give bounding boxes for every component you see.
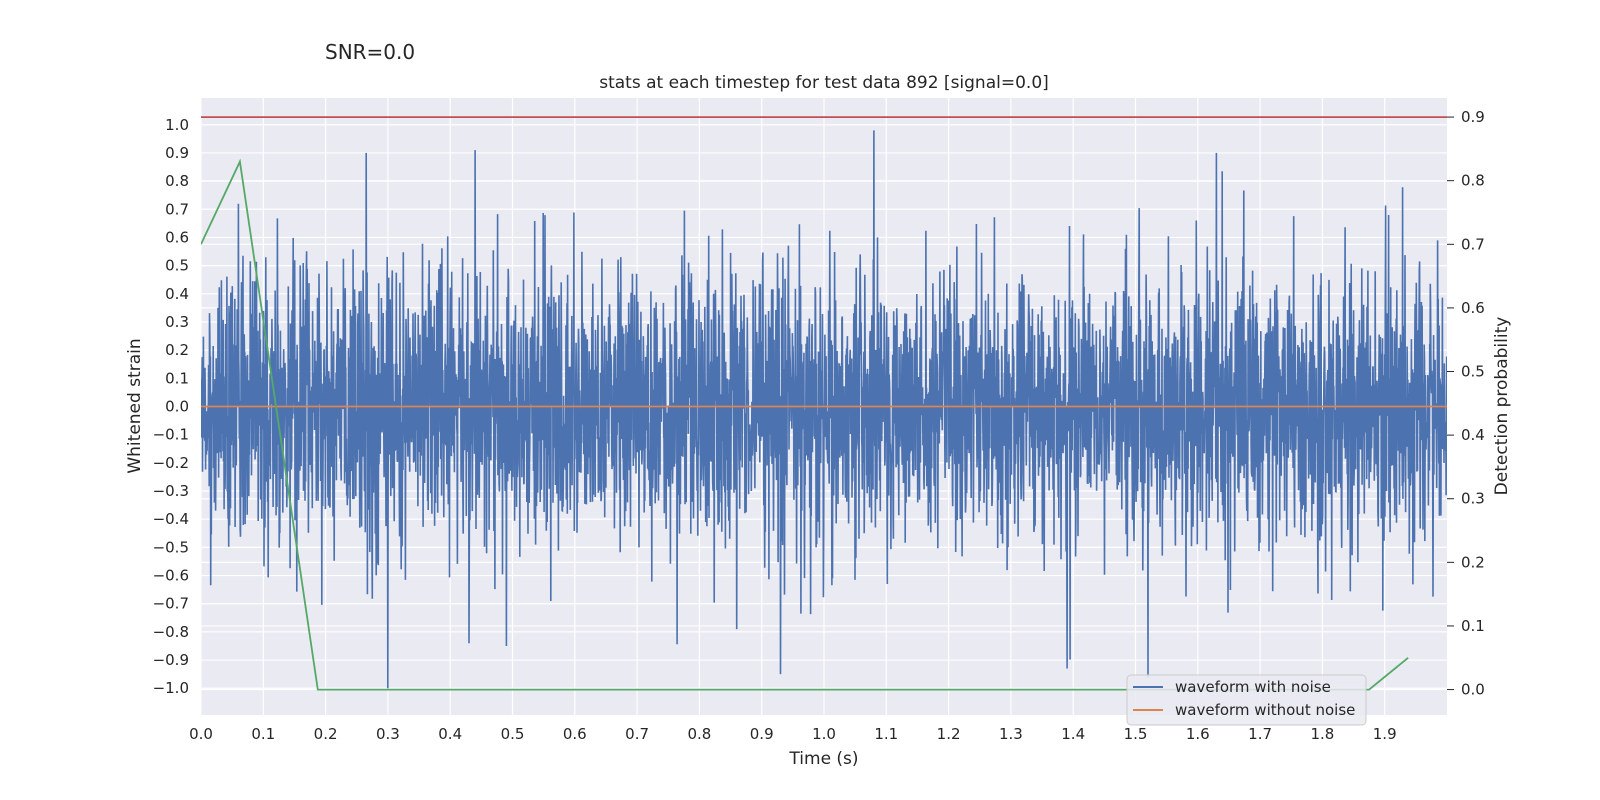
y2-axis-label: Detection probability	[1492, 317, 1512, 496]
x-tick-label: 0.1	[251, 725, 275, 743]
x-tick-label: 1.8	[1310, 725, 1334, 743]
y-tick-label: −0.4	[153, 510, 189, 528]
x-tick-label: 1.3	[999, 725, 1023, 743]
legend-label-noise: waveform with noise	[1175, 678, 1331, 696]
y-tick-label: −0.6	[153, 567, 189, 585]
x-tick-label: 0.5	[501, 725, 525, 743]
y-tick-label: 0.8	[165, 172, 189, 190]
y2-tick-label: 0.2	[1461, 553, 1485, 571]
y2-tick-label: 0.7	[1461, 235, 1485, 253]
x-tick-label: 0.7	[625, 725, 649, 743]
legend-box	[1126, 674, 1367, 726]
y-tick-label: −0.9	[153, 651, 189, 669]
y-tick-label: −0.5	[153, 538, 189, 556]
y-tick-label: 1.0	[165, 116, 189, 134]
y-tick-label: 0.3	[165, 313, 189, 331]
y2-tick-label: 0.9	[1461, 108, 1485, 126]
x-tick-label: 1.0	[812, 725, 836, 743]
x-tick-label: 0.9	[750, 725, 774, 743]
y-tick-label: 0.6	[165, 228, 189, 246]
y-tick-label: 0.9	[165, 144, 189, 162]
x-tick-label: 1.6	[1186, 725, 1210, 743]
x-tick-label: 0.0	[189, 725, 213, 743]
x-tick-label: 0.4	[438, 725, 462, 743]
x-tick-label: 0.6	[563, 725, 587, 743]
y-tick-label: −0.1	[153, 426, 189, 444]
x-tick-label: 1.5	[1124, 725, 1148, 743]
y2-tick-label: 0.6	[1461, 299, 1485, 317]
y2-tick-label: 0.1	[1461, 617, 1485, 635]
x-axis-label: Time (s)	[788, 749, 858, 769]
y-axis-label: Whitened strain	[125, 338, 145, 473]
x-tick-label: 1.7	[1248, 725, 1272, 743]
figure-suptitle: SNR=0.0	[325, 40, 416, 64]
chart-title: stats at each timestep for test data 892…	[599, 73, 1049, 93]
y2-tick-label: 0.3	[1461, 490, 1485, 508]
legend-label-clean: waveform without noise	[1175, 701, 1355, 719]
legend: waveform with noise waveform without noi…	[1126, 674, 1367, 726]
y-tick-label: 0.5	[165, 257, 189, 275]
y-tick-label: 0.0	[165, 398, 189, 416]
x-tick-label: 1.4	[1061, 725, 1085, 743]
x-tick-label: 0.2	[314, 725, 338, 743]
series-detection-probability	[201, 158, 1409, 691]
y-tick-label: 0.7	[165, 200, 189, 218]
y2-tick-label: 0.8	[1461, 172, 1485, 190]
series-waveform-with-noise	[201, 130, 1447, 689]
y-tick-label: 0.2	[165, 341, 189, 359]
y2-tick-label: 0.4	[1461, 426, 1485, 444]
y-tick-label: −0.3	[153, 482, 189, 500]
y-tick-label: −1.0	[153, 679, 189, 697]
x-tick-label: 1.9	[1373, 725, 1397, 743]
x-tick-label: 1.1	[874, 725, 898, 743]
y-tick-label: 0.1	[165, 369, 189, 387]
x-tick-label: 0.3	[376, 725, 400, 743]
y-tick-label: −0.8	[153, 623, 189, 641]
x-tick-label: 0.8	[687, 725, 711, 743]
y2-tick-label: 0.5	[1461, 363, 1485, 381]
y-tick-label: −0.7	[153, 595, 189, 613]
y2-tick-label: 0.0	[1461, 681, 1485, 699]
x-tick-label: 1.2	[937, 725, 961, 743]
y-tick-label: 0.4	[165, 285, 189, 303]
y-tick-label: −0.2	[153, 454, 189, 472]
